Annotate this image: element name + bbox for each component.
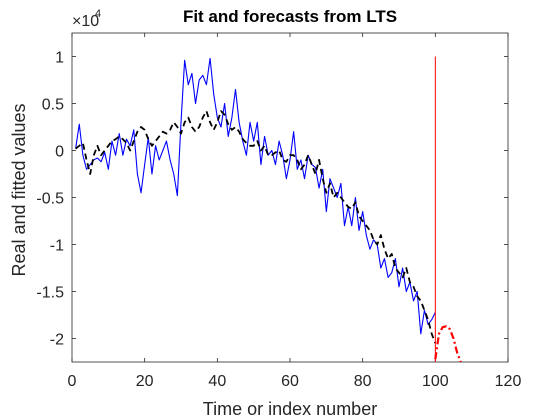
y-tick-label: 0 bbox=[55, 144, 64, 161]
y-tick-label: 0.5 bbox=[42, 97, 64, 114]
y-axis-label: Real and fitted values bbox=[9, 103, 29, 276]
x-axis-label: Time or index number bbox=[203, 399, 377, 419]
y-exponent-base: ×10 bbox=[72, 13, 99, 30]
y-tick-label: -0.5 bbox=[36, 191, 64, 208]
x-tick-label: 0 bbox=[68, 373, 77, 390]
series-line-1 bbox=[75, 57, 436, 335]
plot-box bbox=[71, 32, 509, 363]
y-tick-label: -1.5 bbox=[36, 285, 64, 302]
x-tick-label: 120 bbox=[495, 373, 522, 390]
x-tick-label: 40 bbox=[208, 373, 226, 390]
x-tick-label: 80 bbox=[354, 373, 372, 390]
y-exponent-power: 4 bbox=[95, 8, 101, 20]
x-tick-label: 20 bbox=[136, 373, 154, 390]
series-line-3 bbox=[434, 325, 462, 362]
x-tick-label: 60 bbox=[281, 373, 299, 390]
y-tick-label: 1 bbox=[55, 50, 64, 67]
series-line-2 bbox=[75, 110, 437, 344]
x-tick-label: 100 bbox=[422, 373, 449, 390]
plot-area: 0 20 40 60 80 100 120 1 0.5 0 -0.5 -1 -1.5 -2 bbox=[36, 32, 522, 390]
chart-title: Fit and forecasts from LTS bbox=[183, 7, 397, 26]
y-tick-label: -1 bbox=[50, 238, 64, 255]
y-tick-label: -2 bbox=[50, 332, 64, 349]
